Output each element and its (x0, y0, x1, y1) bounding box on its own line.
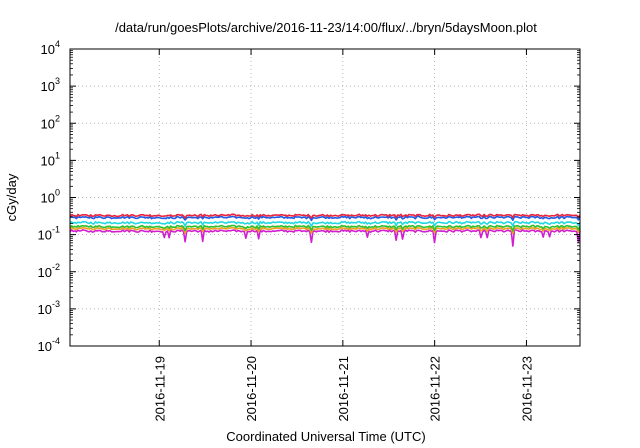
series-line-6 (69, 229, 581, 247)
series-line-5 (69, 226, 581, 235)
y-tick-label: 100 (41, 188, 60, 206)
series-layer (69, 213, 581, 247)
x-tick-label: 2016-11-23 (519, 356, 534, 422)
x-tick-label: 2016-11-22 (428, 356, 443, 422)
y-tick-label: 10-3 (38, 299, 60, 317)
y-tick-label: 102 (41, 113, 60, 131)
y-tick-label: 104 (41, 39, 60, 57)
chart-title: /data/run/goesPlots/archive/2016-11-23/1… (115, 20, 537, 35)
x-axis: 2016-11-19 2016-11-20 2016-11-21 2016-11-22… (152, 49, 534, 422)
y-tick-label: 103 (41, 76, 60, 94)
series-line-3 (69, 220, 581, 227)
y-tick-label: 101 (41, 150, 60, 168)
series-line-1 (69, 213, 581, 219)
y-axis-label: cGy/day (4, 173, 19, 221)
y-tick-label: 10-2 (38, 262, 60, 280)
series-line-4 (69, 224, 581, 232)
grid (70, 49, 580, 346)
x-tick-label: 2016-11-20 (244, 356, 259, 422)
series-line-2 (69, 215, 581, 222)
y-tick-label: 10-1 (38, 225, 60, 243)
x-tick-label: 2016-11-19 (152, 356, 167, 422)
x-axis-label: Coordinated Universal Time (UTC) (226, 429, 425, 444)
x-tick-label: 2016-11-21 (336, 356, 351, 422)
y-tick-label: 10-4 (38, 336, 60, 354)
